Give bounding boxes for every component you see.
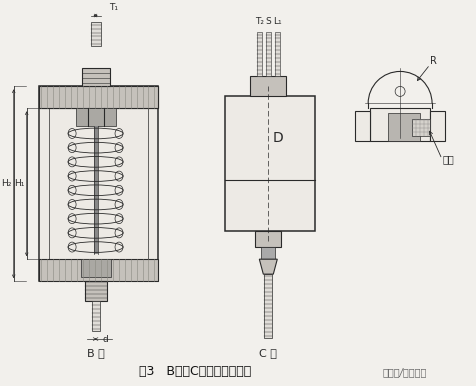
Bar (429, 112, 444, 141)
Bar (84, 281, 106, 301)
Text: H₁: H₁ (14, 179, 25, 188)
Text: T₁: T₁ (109, 3, 119, 12)
Bar (265, 32, 270, 76)
Bar (274, 32, 279, 76)
Text: S: S (265, 17, 271, 25)
Text: T₂: T₂ (254, 17, 263, 25)
Polygon shape (259, 259, 277, 274)
Bar (39, 86, 158, 281)
Text: d: d (102, 335, 108, 344)
Text: C 型: C 型 (259, 348, 277, 358)
Text: 铭牌: 铭牌 (441, 154, 453, 164)
Text: H₂: H₂ (1, 179, 12, 188)
Text: D: D (272, 131, 283, 145)
Bar (250, 76, 286, 96)
Bar (261, 247, 275, 259)
Bar (93, 126, 98, 254)
Bar (81, 68, 109, 86)
Text: 头条号/电厂运行: 头条号/电厂运行 (382, 367, 426, 377)
Bar (264, 274, 272, 338)
Bar (411, 119, 429, 136)
Bar (90, 22, 100, 46)
Bar (387, 113, 419, 141)
Bar (255, 231, 281, 247)
Bar (256, 32, 261, 76)
Bar (80, 259, 110, 277)
Bar (355, 112, 369, 141)
Bar (225, 96, 315, 231)
Bar (369, 108, 429, 141)
Text: B 型: B 型 (87, 348, 104, 358)
Bar (75, 108, 115, 126)
Bar (39, 86, 158, 108)
Bar (39, 86, 158, 108)
Bar (91, 301, 99, 331)
Text: 图3   B型、C型吊架外形尺寸: 图3 B型、C型吊架外形尺寸 (139, 366, 251, 379)
Bar (49, 108, 148, 259)
Text: L₁: L₁ (272, 17, 281, 25)
Text: R: R (429, 56, 436, 66)
Bar (39, 259, 158, 281)
